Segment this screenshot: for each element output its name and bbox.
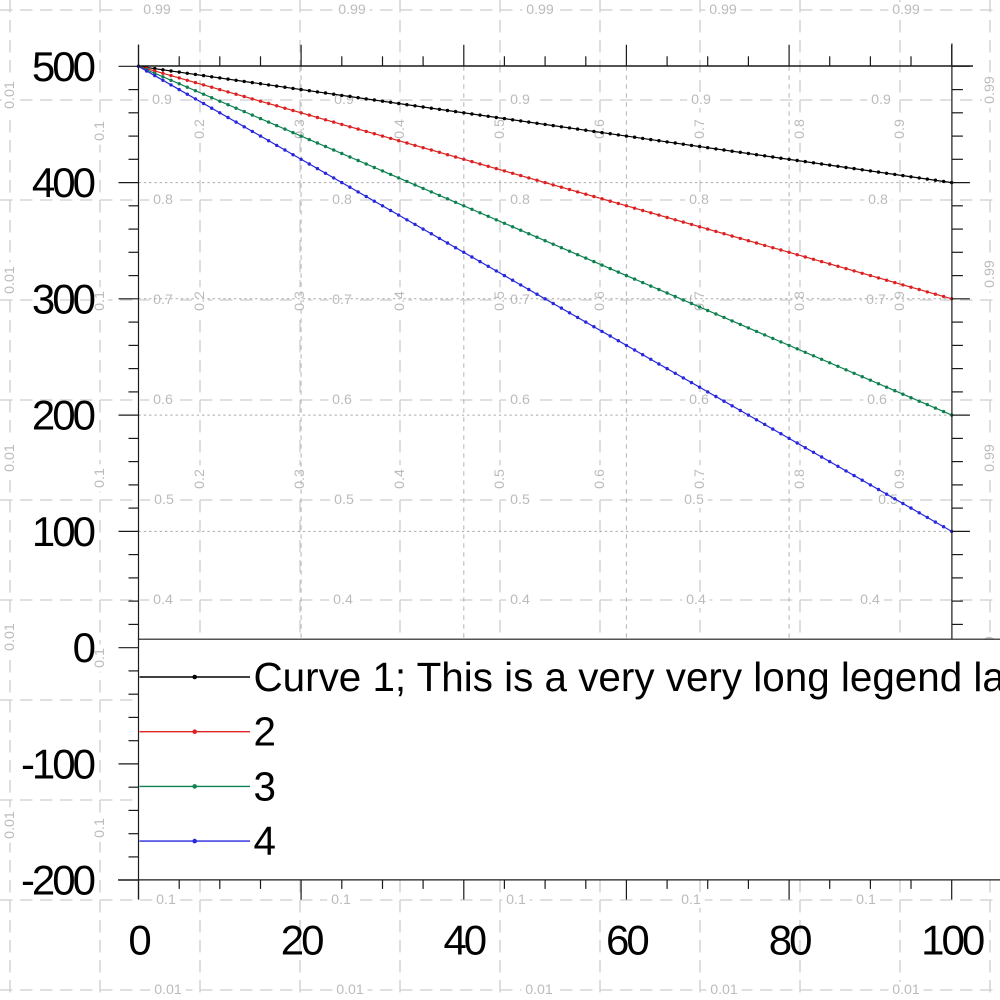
svg-text:0.7: 0.7 — [692, 469, 708, 489]
svg-text:0.6: 0.6 — [592, 291, 608, 311]
svg-text:0.99: 0.99 — [982, 76, 998, 104]
svg-text:0.7: 0.7 — [332, 292, 352, 308]
svg-text:0.6: 0.6 — [592, 119, 608, 139]
svg-text:300: 300 — [32, 275, 95, 322]
svg-text:0.01: 0.01 — [710, 982, 738, 998]
svg-text:0.01: 0.01 — [2, 444, 18, 472]
svg-text:0.1: 0.1 — [92, 291, 108, 311]
svg-text:0.5: 0.5 — [154, 492, 174, 508]
svg-text:0.2: 0.2 — [192, 469, 208, 489]
svg-text:0.2: 0.2 — [192, 291, 208, 311]
svg-text:100: 100 — [32, 508, 95, 555]
svg-text:0.7: 0.7 — [692, 119, 708, 139]
svg-text:0.1: 0.1 — [92, 818, 108, 838]
svg-text:0.99: 0.99 — [338, 2, 366, 18]
svg-text:0.6: 0.6 — [153, 392, 173, 408]
svg-text:0.9: 0.9 — [691, 92, 711, 108]
svg-text:0.99: 0.99 — [709, 2, 737, 18]
svg-text:0.99: 0.99 — [143, 2, 171, 18]
svg-text:0.6: 0.6 — [867, 392, 887, 408]
svg-text:40: 40 — [443, 917, 485, 964]
svg-text:0.8: 0.8 — [792, 469, 808, 489]
svg-text:0.01: 0.01 — [2, 623, 18, 651]
svg-text:0.9: 0.9 — [152, 92, 172, 108]
svg-text:-100: -100 — [21, 740, 95, 787]
svg-text:20: 20 — [281, 917, 323, 964]
svg-text:0.1: 0.1 — [92, 648, 108, 668]
svg-text:4: 4 — [254, 818, 276, 864]
svg-text:0.99: 0.99 — [982, 444, 998, 472]
svg-text:0.99: 0.99 — [526, 2, 554, 18]
svg-text:0.7: 0.7 — [153, 292, 173, 308]
svg-text:0.5: 0.5 — [878, 492, 898, 508]
svg-text:0.7: 0.7 — [510, 292, 530, 308]
svg-text:-200: -200 — [21, 857, 95, 904]
svg-text:0.4: 0.4 — [333, 592, 353, 608]
svg-text:0: 0 — [73, 624, 95, 671]
svg-text:0.9: 0.9 — [892, 469, 908, 489]
svg-text:0.01: 0.01 — [525, 982, 553, 998]
svg-text:0.01: 0.01 — [154, 982, 182, 998]
svg-text:Curve 1; This is a very very l: Curve 1; This is a very very long legend… — [254, 654, 1000, 700]
svg-text:0.6: 0.6 — [592, 469, 608, 489]
svg-text:0.4: 0.4 — [686, 592, 706, 608]
svg-text:0.1: 0.1 — [92, 121, 108, 141]
svg-text:0.3: 0.3 — [292, 291, 308, 311]
svg-text:0.6: 0.6 — [510, 392, 530, 408]
svg-text:0.1: 0.1 — [156, 892, 176, 908]
svg-text:0.4: 0.4 — [510, 592, 530, 608]
svg-text:3: 3 — [254, 763, 276, 809]
svg-text:0.99: 0.99 — [982, 260, 998, 288]
svg-text:0.1: 0.1 — [506, 892, 526, 908]
svg-text:0.5: 0.5 — [334, 492, 354, 508]
svg-text:0.01: 0.01 — [336, 982, 364, 998]
svg-text:0.7: 0.7 — [866, 292, 886, 308]
svg-text:0.5: 0.5 — [492, 119, 508, 139]
svg-text:0.99: 0.99 — [892, 2, 920, 18]
svg-text:0.8: 0.8 — [868, 192, 888, 208]
svg-text:0.01: 0.01 — [2, 81, 18, 109]
svg-text:0.1: 0.1 — [92, 468, 108, 488]
svg-text:2: 2 — [254, 709, 276, 755]
svg-text:0.4: 0.4 — [392, 291, 408, 311]
svg-text:0.5: 0.5 — [492, 291, 508, 311]
svg-text:0: 0 — [128, 917, 150, 964]
svg-text:0.01: 0.01 — [892, 982, 920, 998]
svg-text:0.4: 0.4 — [392, 469, 408, 489]
svg-text:0.5: 0.5 — [492, 469, 508, 489]
svg-text:0.9: 0.9 — [510, 92, 530, 108]
svg-text:0.8: 0.8 — [332, 192, 352, 208]
svg-text:0.4: 0.4 — [860, 592, 880, 608]
svg-text:0.4: 0.4 — [392, 119, 408, 139]
svg-text:0.1: 0.1 — [856, 892, 876, 908]
svg-text:0.1: 0.1 — [681, 892, 701, 908]
svg-text:0.3: 0.3 — [292, 469, 308, 489]
svg-text:0.1: 0.1 — [331, 892, 351, 908]
svg-text:0.8: 0.8 — [153, 192, 173, 208]
svg-text:0.6: 0.6 — [689, 392, 709, 408]
svg-text:0.2: 0.2 — [192, 119, 208, 139]
svg-text:500: 500 — [32, 43, 95, 90]
svg-text:0.9: 0.9 — [892, 291, 908, 311]
svg-text:0.01: 0.01 — [2, 266, 18, 294]
svg-text:60: 60 — [606, 917, 648, 964]
svg-text:0.8: 0.8 — [689, 192, 709, 208]
svg-text:80: 80 — [769, 917, 811, 964]
svg-text:0.9: 0.9 — [871, 92, 891, 108]
svg-text:0.5: 0.5 — [510, 492, 530, 508]
svg-text:0.01: 0.01 — [2, 811, 18, 839]
svg-text:0.8: 0.8 — [792, 119, 808, 139]
svg-text:200: 200 — [32, 392, 95, 439]
svg-text:0.8: 0.8 — [510, 192, 530, 208]
svg-text:0.6: 0.6 — [332, 392, 352, 408]
svg-text:100: 100 — [921, 917, 984, 964]
svg-text:0.4: 0.4 — [153, 592, 173, 608]
svg-text:0.8: 0.8 — [792, 291, 808, 311]
svg-text:0.9: 0.9 — [892, 119, 908, 139]
svg-text:0.5: 0.5 — [684, 492, 704, 508]
svg-text:400: 400 — [32, 159, 95, 206]
